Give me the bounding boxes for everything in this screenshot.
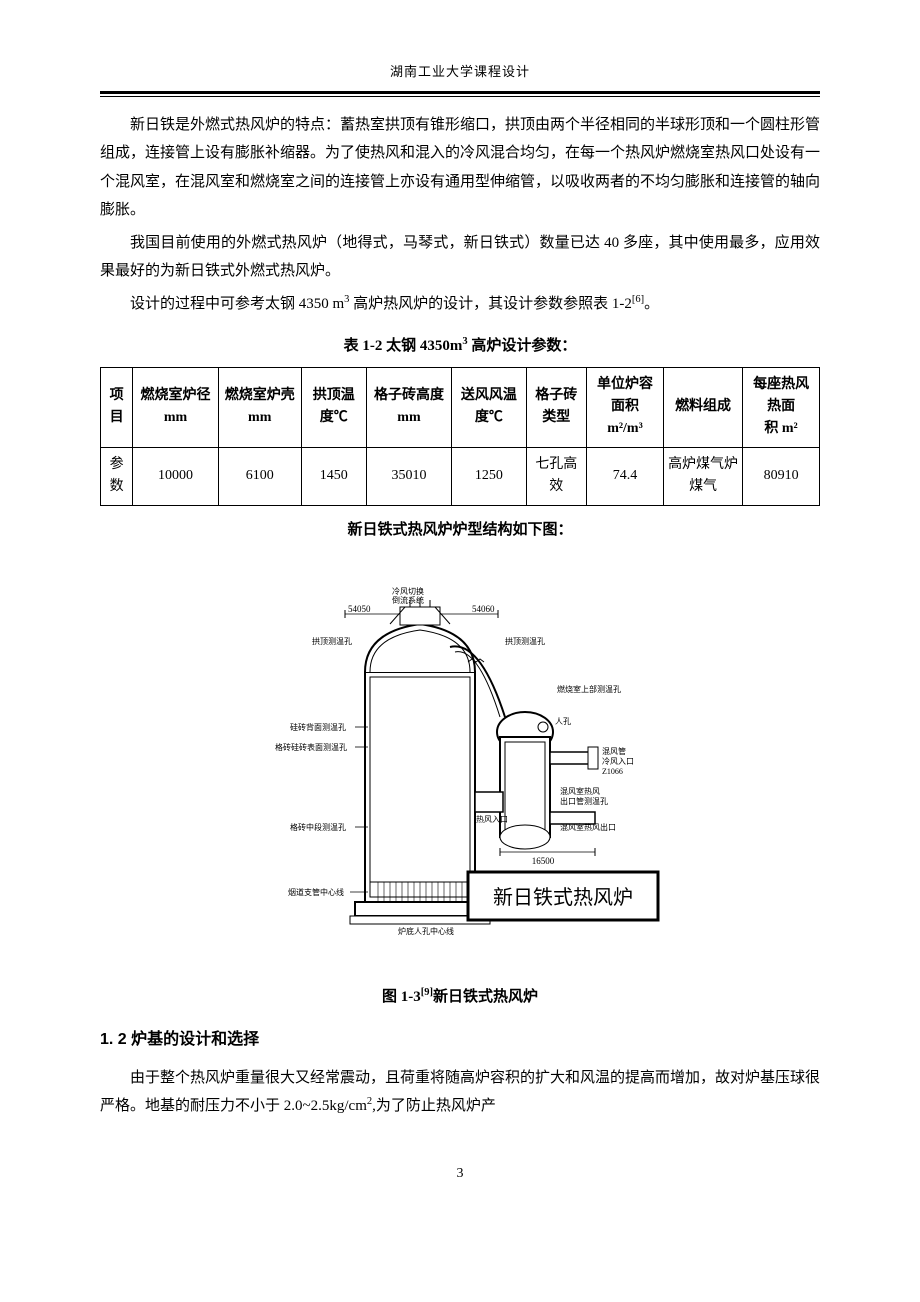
td-item: 参数 bbox=[101, 447, 133, 505]
page-header: 湖南工业大学课程设计 bbox=[100, 60, 820, 85]
td-heat-area: 80910 bbox=[743, 447, 820, 505]
figure-diagram: 54050 54060 冷风切换 倒流系统 拱顶测温孔 拱顶测温孔 燃烧室上部测… bbox=[100, 552, 820, 973]
th-burn-dia: 燃烧室炉径 mm bbox=[133, 367, 218, 447]
p3-mid: 高炉热风炉的设计，其设计参数参照表 1-2 bbox=[349, 296, 632, 312]
td-unit-area: 74.4 bbox=[587, 447, 664, 505]
figure-pre-caption: 新日铁式热风炉炉型结构如下图： bbox=[100, 516, 820, 545]
header-rule-thick bbox=[100, 91, 820, 94]
lbl-mixhotb: 出口管测温孔 bbox=[560, 796, 608, 806]
parameters-table: 项目 燃烧室炉径 mm 燃烧室炉壳 mm 拱顶温度℃ 格子砖高度 mm 送风风温… bbox=[100, 367, 820, 506]
th-brick-height: 格子砖高度 mm bbox=[366, 367, 451, 447]
table-data-row: 参数 10000 6100 1450 35010 1250 七孔高效 74.4 … bbox=[101, 447, 820, 505]
table-caption-suffix: 高炉设计参数： bbox=[468, 338, 577, 354]
paragraph-3: 设计的过程中可参考太钢 4350 m3 高炉热风炉的设计，其设计参数参照表 1-… bbox=[100, 290, 820, 319]
lbl-tl: 拱顶测温孔 bbox=[312, 636, 352, 646]
header-title: 湖南工业大学课程设计 bbox=[100, 60, 820, 85]
fig-cap-ref: [9] bbox=[421, 987, 433, 998]
td-burn-shell: 6100 bbox=[218, 447, 301, 505]
lbl-manhole: 人孔 bbox=[555, 717, 571, 726]
th-burn-shell: 燃烧室炉壳 mm bbox=[218, 367, 301, 447]
th-brick-type: 格子砖类型 bbox=[526, 367, 586, 447]
th-fuel: 燃料组成 bbox=[663, 367, 742, 447]
stove-diagram-svg: 54050 54060 冷风切换 倒流系统 拱顶测温孔 拱顶测温孔 燃烧室上部测… bbox=[250, 552, 670, 962]
td-brick-height: 35010 bbox=[366, 447, 451, 505]
td-brick-type: 七孔高效 bbox=[526, 447, 586, 505]
th-dome-temp: 拱顶温度℃ bbox=[301, 367, 366, 447]
lbl-mixpipe: 混风管 bbox=[602, 746, 626, 756]
td-burn-dia: 10000 bbox=[133, 447, 218, 505]
table-caption: 表 1-2 太钢 4350m3 高炉设计参数： bbox=[100, 332, 820, 361]
lbl-flue: 烟道支管中心线 bbox=[288, 887, 344, 897]
paragraph-2: 我国目前使用的外燃式热风炉（地得式，马琴式，新日铁式）数量已达 40 多座，其中… bbox=[100, 229, 820, 286]
th-heat-area: 每座热风热面积 m² bbox=[743, 367, 820, 447]
lbl-dim-right: 54060 bbox=[472, 604, 495, 614]
lbl-mixout: 混风室热风出口 bbox=[560, 822, 616, 832]
lbl-code: Z1066 bbox=[602, 767, 623, 776]
section-body: 由于整个热风炉重量很大又经常震动，且荷重将随高炉容积的扩大和风温的提高而增加，故… bbox=[100, 1064, 820, 1121]
td-fuel: 高炉煤气炉煤气 bbox=[663, 447, 742, 505]
lbl-boxtitle: 新日铁式热风炉 bbox=[493, 886, 633, 909]
lbl-brickback: 硅砖背面测温孔 bbox=[290, 722, 346, 732]
paragraph-1: 新日铁是外燃式热风炉的特点：蓄热室拱顶有锥形缩口，拱顶由两个半径相同的半球形顶和… bbox=[100, 111, 820, 225]
td-air-temp: 1250 bbox=[452, 447, 526, 505]
fig-cap-suffix: 新日铁式热风炉 bbox=[433, 989, 538, 1005]
sec-body-suffix: ,为了防止热风炉产 bbox=[372, 1098, 496, 1114]
lbl-tr: 拱顶测温孔 bbox=[505, 636, 545, 646]
p3-ref: [6] bbox=[632, 294, 644, 305]
p3-prefix: 设计的过程中可参考太钢 4350 m bbox=[130, 296, 344, 312]
lbl-top-b: 倒流系统 bbox=[392, 595, 424, 605]
table-caption-prefix: 表 1-2 太钢 4350m bbox=[344, 338, 463, 354]
lbl-mixhota: 混风室热风 bbox=[560, 786, 600, 796]
lbl-midtemp: 格砖中段测温孔 bbox=[290, 822, 346, 832]
figure-caption: 图 1-3[9]新日铁式热风炉 bbox=[100, 983, 820, 1012]
section-heading: 1. 2 炉基的设计和选择 bbox=[100, 1025, 820, 1055]
page-number: 3 bbox=[100, 1161, 820, 1188]
lbl-upper-right: 燃烧室上部测温孔 bbox=[557, 684, 621, 694]
lbl-bricksurf: 格砖硅砖表面测温孔 bbox=[275, 742, 347, 752]
p3-suffix: 。 bbox=[644, 296, 659, 312]
th-unit-area: 单位炉容面积m²/m³ bbox=[587, 367, 664, 447]
td-dome-temp: 1450 bbox=[301, 447, 366, 505]
lbl-dim-left: 54050 bbox=[348, 604, 371, 614]
lbl-coldin: 冷风入口 bbox=[602, 756, 634, 766]
lbl-baseman: 炉底人孔中心线 bbox=[398, 926, 454, 936]
lbl-top-a: 冷风切换 bbox=[392, 586, 424, 596]
header-rule-thin bbox=[100, 96, 820, 97]
lbl-airin: 热风入口 bbox=[476, 814, 508, 824]
table-header-row: 项目 燃烧室炉径 mm 燃烧室炉壳 mm 拱顶温度℃ 格子砖高度 mm 送风风温… bbox=[101, 367, 820, 447]
th-item: 项目 bbox=[101, 367, 133, 447]
th-air-temp: 送风风温度℃ bbox=[452, 367, 526, 447]
lbl-dim-bottom: 16500 bbox=[532, 856, 555, 866]
fig-cap-prefix: 图 1-3 bbox=[382, 989, 421, 1005]
